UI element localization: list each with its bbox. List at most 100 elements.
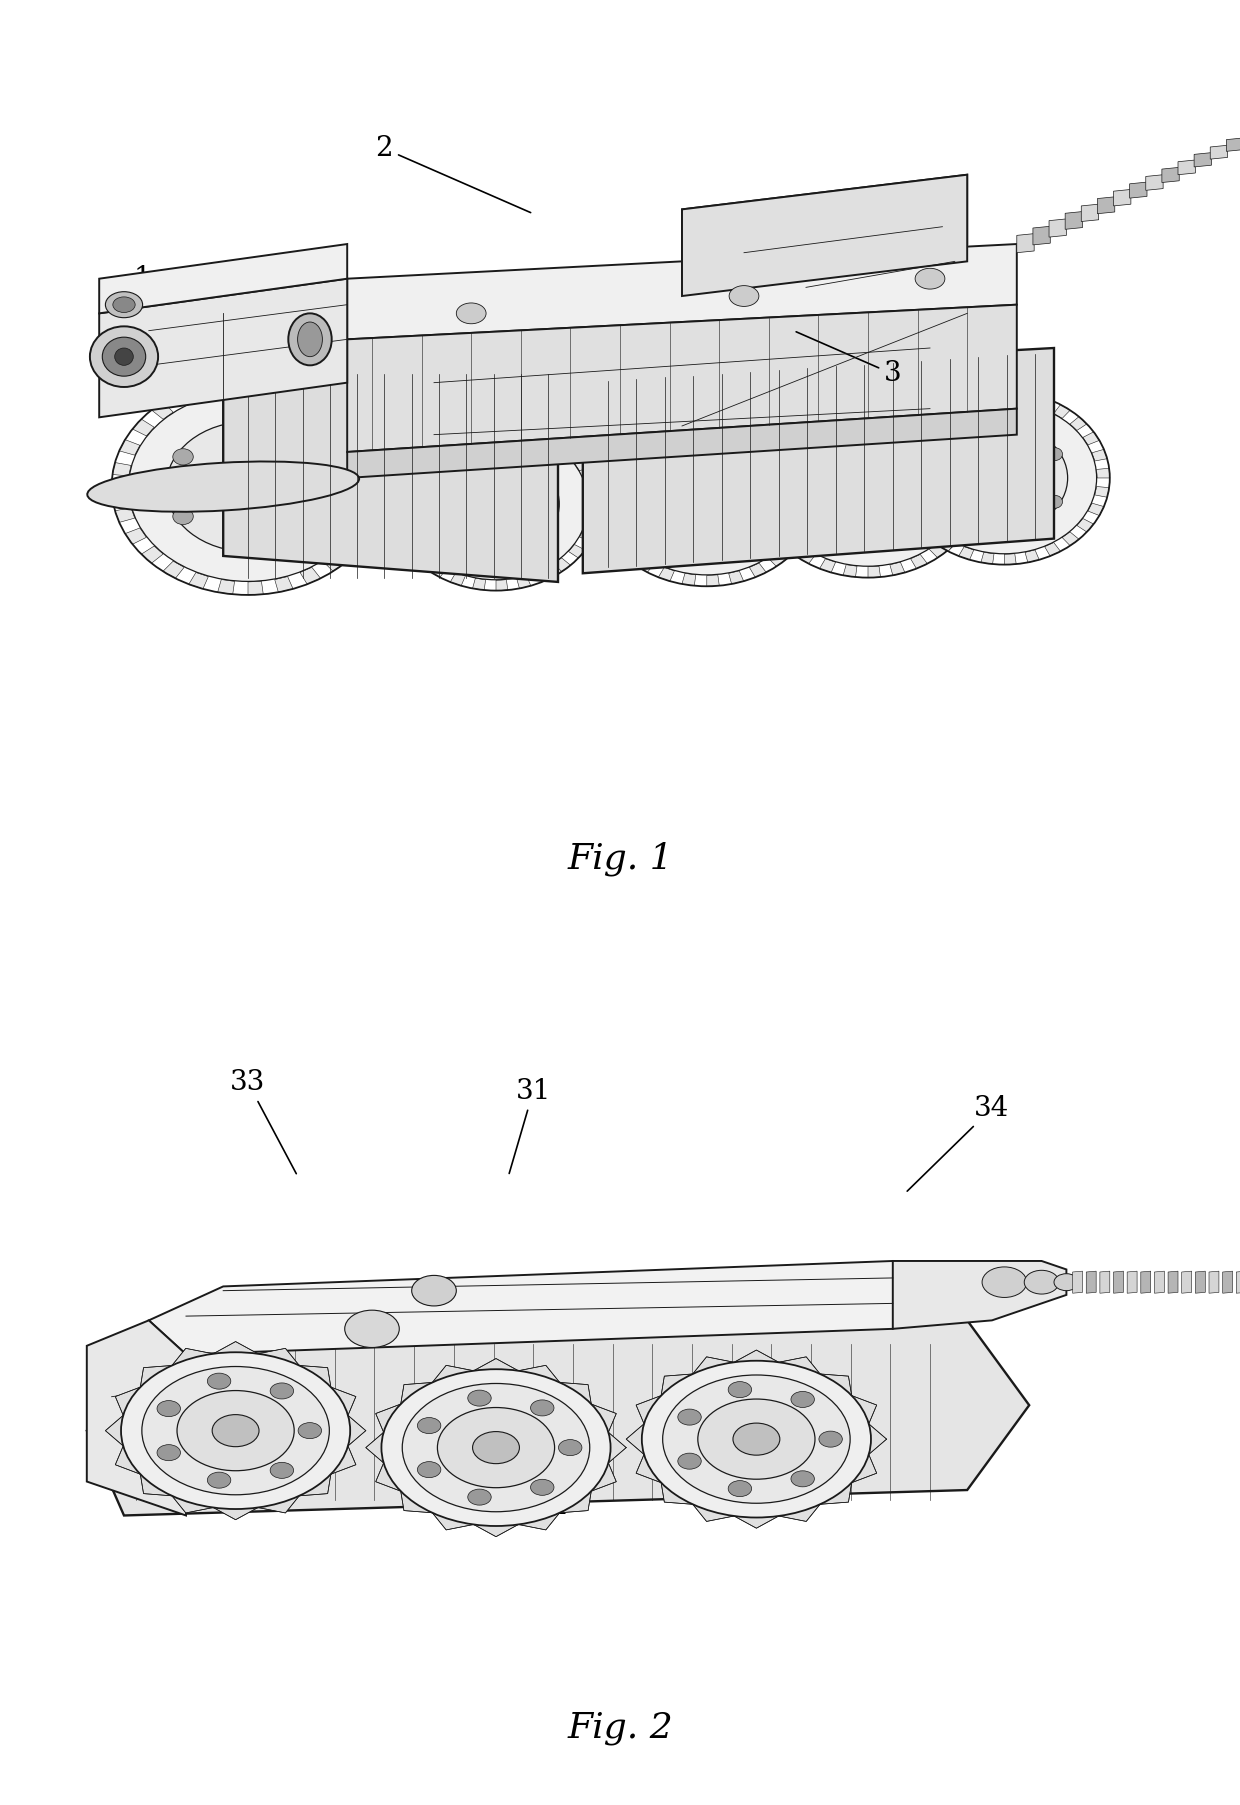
Polygon shape [347,305,1017,451]
Polygon shape [1223,1271,1233,1292]
Polygon shape [1087,504,1104,516]
Polygon shape [233,379,248,392]
Polygon shape [963,496,978,507]
Circle shape [531,1480,554,1495]
Ellipse shape [538,473,554,487]
Circle shape [729,285,759,307]
Polygon shape [808,404,826,419]
Polygon shape [900,458,914,469]
Polygon shape [647,413,665,428]
Polygon shape [900,401,916,415]
Text: Fig. 2: Fig. 2 [567,1711,673,1745]
Ellipse shape [114,348,134,365]
Polygon shape [1004,554,1017,565]
Polygon shape [620,545,637,560]
Polygon shape [637,558,655,572]
Circle shape [122,1352,350,1509]
Circle shape [456,303,486,323]
Ellipse shape [404,428,588,579]
Ellipse shape [105,292,143,318]
Ellipse shape [489,545,503,558]
Polygon shape [598,513,614,525]
Polygon shape [768,522,785,534]
Polygon shape [125,529,146,545]
Polygon shape [1063,532,1079,545]
Circle shape [1054,1274,1079,1291]
Polygon shape [1130,182,1147,199]
Polygon shape [450,572,465,587]
Polygon shape [350,430,371,446]
Polygon shape [784,538,801,552]
Polygon shape [162,561,184,578]
Polygon shape [1073,1271,1083,1292]
Polygon shape [262,379,278,393]
Polygon shape [1049,218,1066,236]
Polygon shape [992,392,1004,403]
Polygon shape [322,554,345,572]
Polygon shape [949,401,965,413]
Polygon shape [929,543,947,558]
Polygon shape [517,576,531,588]
Circle shape [662,1375,851,1504]
Polygon shape [1226,137,1240,152]
Polygon shape [799,549,816,563]
Ellipse shape [698,538,715,552]
Ellipse shape [687,480,727,511]
Text: 2: 2 [376,135,531,213]
Ellipse shape [129,392,367,581]
Circle shape [157,1444,181,1460]
Polygon shape [970,393,983,406]
Polygon shape [356,518,377,534]
Polygon shape [347,244,1017,339]
Polygon shape [718,404,732,417]
Circle shape [558,1440,582,1455]
Polygon shape [536,569,552,581]
Polygon shape [739,410,755,422]
Polygon shape [1209,1271,1219,1292]
Ellipse shape [166,422,330,552]
Ellipse shape [946,495,962,509]
Polygon shape [1194,153,1211,166]
Polygon shape [670,406,684,421]
Polygon shape [707,574,719,587]
Polygon shape [342,538,363,554]
Ellipse shape [172,509,193,525]
Circle shape [402,1383,590,1513]
Ellipse shape [224,467,272,505]
Polygon shape [1035,395,1050,410]
Polygon shape [275,576,293,592]
Circle shape [791,1471,815,1487]
Polygon shape [756,487,770,496]
Polygon shape [893,1262,1066,1328]
Polygon shape [248,581,263,596]
Polygon shape [288,384,308,401]
Ellipse shape [303,509,324,525]
Polygon shape [956,513,973,525]
Polygon shape [312,395,334,412]
Polygon shape [1146,175,1163,190]
Polygon shape [759,419,776,433]
Polygon shape [951,439,968,451]
Polygon shape [430,563,446,578]
Polygon shape [694,404,707,415]
Text: Fig. 1: Fig. 1 [567,841,673,877]
Polygon shape [795,522,812,534]
Circle shape [982,1267,1027,1298]
Polygon shape [422,437,438,449]
Polygon shape [393,522,408,532]
Ellipse shape [433,451,559,556]
Ellipse shape [645,513,662,527]
Polygon shape [1097,197,1115,213]
Polygon shape [151,403,174,419]
Polygon shape [203,381,221,397]
Polygon shape [1162,168,1179,182]
Polygon shape [496,579,508,590]
Polygon shape [920,410,937,424]
Polygon shape [133,419,154,437]
Polygon shape [1182,1271,1192,1292]
Circle shape [791,1392,815,1408]
Ellipse shape [770,408,966,567]
Polygon shape [800,466,816,478]
Ellipse shape [438,473,454,487]
Ellipse shape [859,531,877,543]
